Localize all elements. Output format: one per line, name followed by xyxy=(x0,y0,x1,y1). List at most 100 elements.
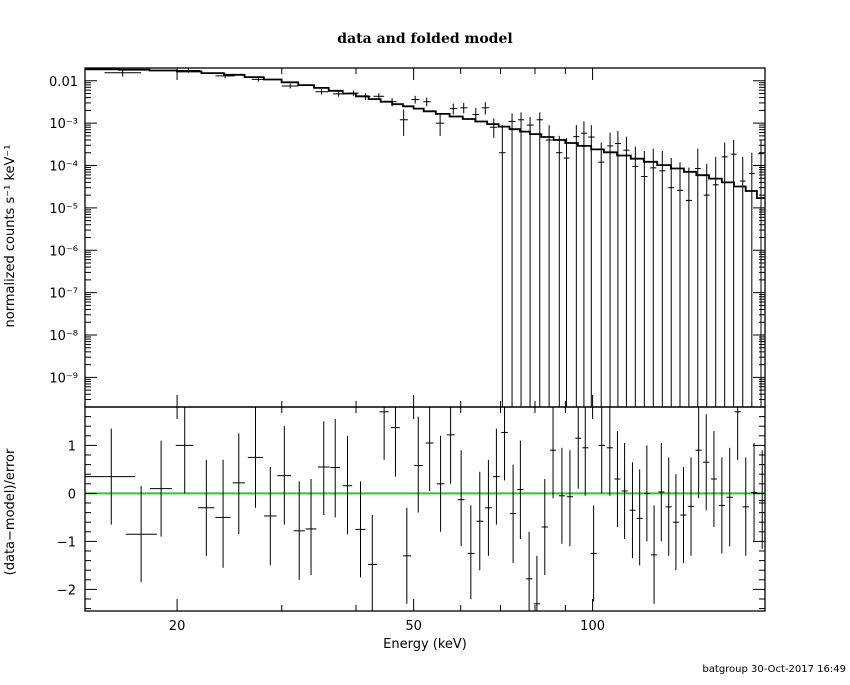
data-point xyxy=(721,142,728,407)
y-tick-label: 10⁻³ xyxy=(49,117,78,132)
residual-point xyxy=(750,443,758,542)
residual-point xyxy=(330,419,341,518)
residual-y-axis-label: (data−model)/error xyxy=(3,448,18,575)
data-point xyxy=(361,93,371,101)
data-point xyxy=(508,113,516,407)
residual-point xyxy=(149,440,172,537)
y-tick-label: −2 xyxy=(57,583,76,598)
data-point xyxy=(435,114,445,136)
residual-point xyxy=(198,459,215,556)
residual-point xyxy=(215,459,231,568)
residual-point xyxy=(643,445,650,542)
residual-point xyxy=(403,507,412,604)
x-tick-label: 100 xyxy=(580,619,605,634)
residual-point xyxy=(710,431,717,527)
residual-point xyxy=(718,457,725,554)
y-tick-label: 10⁻⁸ xyxy=(49,329,78,344)
data-point xyxy=(632,146,639,407)
data-point xyxy=(499,125,506,407)
data-point xyxy=(281,83,299,89)
data-point xyxy=(526,116,534,407)
data-point xyxy=(387,98,397,107)
spectrum-panel: 0.01 10⁻³ 10⁻⁴ 10⁻⁵ 10⁻⁶ 10⁻⁷ 10⁻⁸ 10⁻⁹ xyxy=(49,67,766,408)
residual-point xyxy=(493,428,500,525)
data-point xyxy=(598,142,605,407)
data-point xyxy=(423,97,431,107)
y-tick-label: −1 xyxy=(57,535,76,550)
spectrum-x-ticks xyxy=(176,68,594,407)
residual-point xyxy=(672,474,680,571)
residual-point xyxy=(425,407,434,491)
residual-point xyxy=(695,407,702,499)
data-point xyxy=(685,167,692,407)
data-point xyxy=(315,88,329,95)
data-point xyxy=(177,68,201,73)
residual-point xyxy=(636,469,643,566)
data-point xyxy=(749,152,755,407)
residual-point xyxy=(590,505,597,602)
residual-panel: 1 0 −1 −2 20 50 100 xyxy=(57,406,766,634)
data-point xyxy=(730,139,737,407)
residual-point xyxy=(509,464,517,563)
data-point xyxy=(573,125,580,407)
residual-y-ticks: 1 0 −1 −2 xyxy=(57,406,765,610)
data-point xyxy=(563,137,570,407)
y-tick-label: 10⁻⁴ xyxy=(49,160,78,175)
residual-point xyxy=(742,457,749,556)
data-point xyxy=(215,73,235,79)
model-step-line xyxy=(85,68,765,199)
data-point xyxy=(712,156,719,407)
data-point xyxy=(588,125,595,407)
residual-point xyxy=(665,457,672,556)
residual-point xyxy=(436,435,445,532)
residual-point xyxy=(614,431,621,527)
data-point xyxy=(251,76,266,82)
residual-point xyxy=(484,459,492,556)
residual-point xyxy=(476,471,484,571)
residual-point xyxy=(582,407,589,496)
residual-point xyxy=(467,505,475,599)
x-axis-label: Energy (keV) xyxy=(383,637,467,652)
residual-panel-frame xyxy=(84,406,766,612)
residual-point xyxy=(263,467,277,566)
chart-title: data and folded model xyxy=(337,31,512,47)
y-tick-label: 10⁻⁵ xyxy=(49,202,78,217)
model-curve-group xyxy=(85,68,765,199)
residual-point xyxy=(526,531,533,611)
data-points-group xyxy=(104,68,764,407)
y-tick-label: 0.01 xyxy=(49,75,78,90)
residual-point xyxy=(629,462,636,559)
residual-point xyxy=(368,515,378,611)
y-tick-label: 10⁻⁷ xyxy=(49,287,78,302)
data-point xyxy=(472,107,479,122)
data-point xyxy=(536,112,543,407)
residual-point xyxy=(501,407,508,481)
data-point xyxy=(659,150,666,407)
residual-point xyxy=(457,450,465,547)
residual-x-ticks: 20 50 100 xyxy=(169,407,605,634)
residual-point xyxy=(317,421,330,515)
data-point xyxy=(694,148,701,407)
residual-point xyxy=(379,407,389,460)
spectrum-panel-frame xyxy=(84,67,766,408)
data-point xyxy=(481,102,490,115)
spectrum-y-axis-label: normalized counts s⁻¹ keV⁻¹ xyxy=(3,145,18,328)
y-tick-label: 1 xyxy=(68,439,76,454)
data-point xyxy=(668,158,675,407)
data-point xyxy=(489,118,498,138)
data-point xyxy=(556,135,563,407)
residual-point xyxy=(550,407,557,499)
residual-point xyxy=(658,443,665,542)
data-point xyxy=(545,125,553,407)
residual-point xyxy=(414,416,423,513)
data-point xyxy=(517,112,525,407)
data-point xyxy=(348,90,359,96)
residual-point xyxy=(293,481,305,580)
residual-point xyxy=(703,414,710,511)
residual-point xyxy=(232,433,245,535)
data-point xyxy=(580,121,588,407)
data-point xyxy=(739,156,746,407)
y-tick-label: 0 xyxy=(68,487,76,502)
residual-point xyxy=(734,407,741,460)
